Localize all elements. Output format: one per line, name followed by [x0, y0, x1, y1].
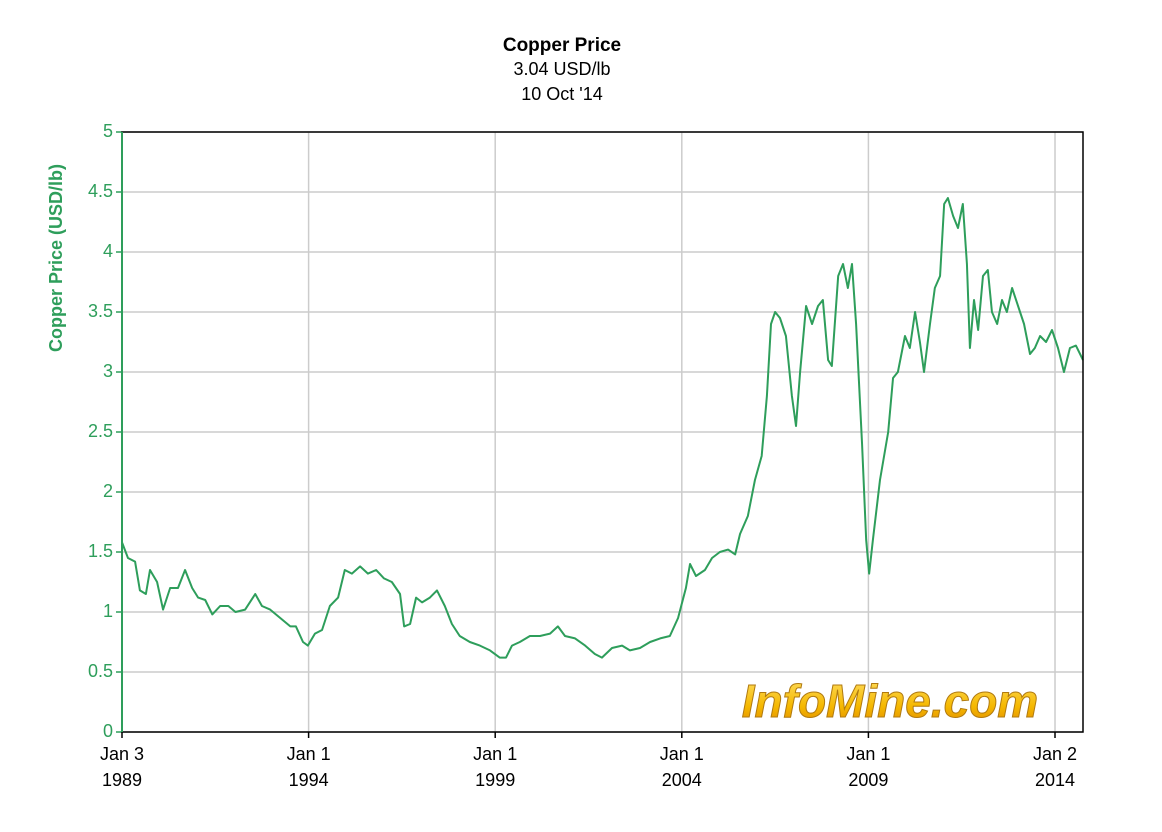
- chart-title: Copper Price: [503, 35, 621, 56]
- y-tick-label: 1: [103, 601, 113, 621]
- y-tick-label: 2.5: [88, 421, 113, 441]
- x-tick-label: Jan 1 2004: [659, 744, 704, 790]
- price-line: [121, 197, 1084, 659]
- y-tick-label: 0.5: [88, 661, 113, 681]
- y-tick-label: 0: [103, 721, 113, 741]
- y-tick-label: 2: [103, 481, 113, 501]
- x-tick-label: Jan 1 2009: [846, 744, 891, 790]
- x-tick-label: Jan 2 2014: [1032, 744, 1078, 790]
- x-tick-label: Jan 1 1994: [286, 744, 331, 790]
- y-tick-label: 4.5: [88, 181, 113, 201]
- x-tick-label: Jan 3 1989: [99, 744, 145, 790]
- y-tick-label: 1.5: [88, 541, 113, 561]
- y-tick-label: 4: [103, 241, 113, 261]
- y-tick-label: 5: [103, 121, 113, 141]
- watermark: InfoMine.com: [742, 675, 1038, 727]
- y-tick-label: 3.5: [88, 301, 113, 321]
- chart-date: 10 Oct '14: [521, 84, 602, 104]
- y-tick-label: 3: [103, 361, 113, 381]
- y-axis-label: Copper Price (USD/lb): [46, 164, 66, 352]
- chart-subtitle: 3.04 USD/lb: [513, 59, 610, 79]
- x-tick-label: Jan 1 1999: [473, 744, 518, 790]
